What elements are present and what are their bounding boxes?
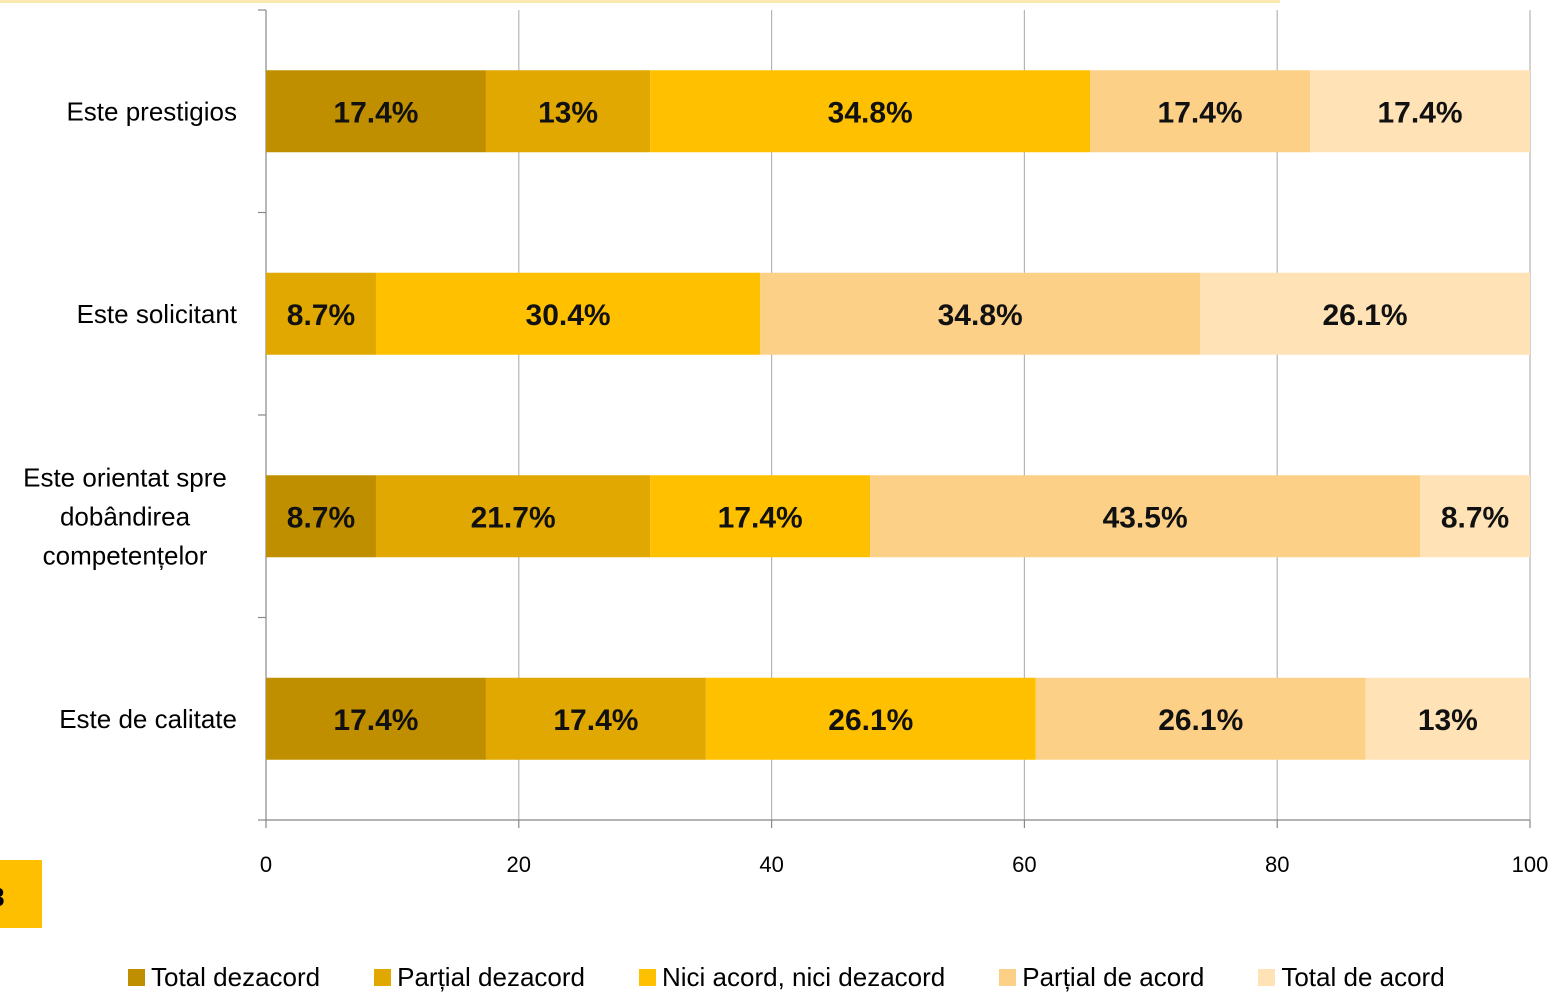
legend-item: Total dezacord xyxy=(128,962,320,993)
data-label: 13% xyxy=(1418,704,1478,737)
data-label: 43.5% xyxy=(1103,501,1188,534)
data-label: 34.8% xyxy=(938,299,1023,332)
legend-label: Nici acord, nici dezacord xyxy=(662,962,946,992)
legend-swatch xyxy=(128,969,145,986)
bar-segment xyxy=(485,677,706,760)
legend-item: Parțial de acord xyxy=(999,962,1204,993)
bar-segment xyxy=(760,272,1201,355)
bar-segment xyxy=(266,272,376,355)
category-label: Este prestigios xyxy=(66,96,237,126)
bar-segment xyxy=(650,70,1091,153)
category-label: Este de calitate xyxy=(59,704,237,734)
bar-segment xyxy=(375,272,761,355)
data-label: 8.7% xyxy=(287,299,355,332)
bar-segment xyxy=(266,475,376,558)
data-label: 13% xyxy=(538,96,598,129)
data-label: 17.4% xyxy=(553,704,638,737)
data-label: 26.1% xyxy=(1323,299,1408,332)
category-label: Este orientat spre xyxy=(23,462,227,492)
legend-swatch xyxy=(374,969,392,986)
data-label: 8.7% xyxy=(287,501,355,534)
x-tick-label-60: 60 xyxy=(1012,852,1036,877)
data-label: 17.4% xyxy=(333,704,418,737)
legend-item: Nici acord, nici dezacord xyxy=(639,962,945,993)
legend-swatch xyxy=(1258,969,1276,986)
legend-item: Parțial dezacord xyxy=(374,962,585,993)
x-tick-label-40: 40 xyxy=(759,852,783,877)
bar-segment xyxy=(1365,677,1530,760)
category-label: Este solicitant xyxy=(77,299,238,329)
bar-segment xyxy=(650,475,871,558)
bar-segment xyxy=(1200,272,1530,355)
legend-label: Total dezacord xyxy=(151,962,321,992)
x-tick-label-20: 20 xyxy=(507,852,531,877)
data-label: 30.4% xyxy=(526,299,611,332)
legend-label: Parțial dezacord xyxy=(397,962,585,992)
bar-segment xyxy=(870,475,1421,558)
page-number-badge: 8 xyxy=(0,860,42,928)
legend-swatch xyxy=(999,969,1017,986)
bar-segment xyxy=(485,70,651,153)
data-label: 34.8% xyxy=(828,96,913,129)
chart-legend: Total dezacord Parțial dezacord Nici acord… xyxy=(128,962,1445,993)
bar-segment xyxy=(705,677,1036,760)
page-number: 8 xyxy=(0,882,4,913)
bar-segment xyxy=(1420,475,1530,558)
category-label: dobândirea xyxy=(60,501,191,531)
bar-segment xyxy=(266,70,486,153)
data-label: 17.4% xyxy=(718,501,803,534)
bar-segment xyxy=(375,475,651,558)
bar-segment xyxy=(1310,70,1530,153)
x-tick-label-100: 100 xyxy=(1512,852,1549,877)
legend-label: Parțial de acord xyxy=(1022,962,1205,992)
stacked-bar-chart: 0 20 40 60 80 100 17.4% 13% 34.8% 17.4% 17.4% Este … xyxy=(23,9,1549,877)
legend-swatch xyxy=(639,969,656,986)
data-label: 26.1% xyxy=(828,704,913,737)
legend-item: Total de acord xyxy=(1258,962,1445,993)
data-label: 21.7% xyxy=(471,501,556,534)
legend-label: Total de acord xyxy=(1281,962,1445,992)
bar-segment xyxy=(1090,70,1311,153)
data-label: 17.4% xyxy=(1377,96,1462,129)
x-tick-label-0: 0 xyxy=(260,852,272,877)
data-label: 8.7% xyxy=(1441,501,1509,534)
top-accent-line xyxy=(0,0,1280,3)
data-label: 17.4% xyxy=(1158,96,1243,129)
bar-segment xyxy=(266,677,486,760)
data-label: 26.1% xyxy=(1158,704,1243,737)
data-label: 17.4% xyxy=(333,96,418,129)
category-label: competențelor xyxy=(43,540,208,570)
x-tick-label-80: 80 xyxy=(1265,852,1289,877)
bar-segment xyxy=(1035,677,1366,760)
